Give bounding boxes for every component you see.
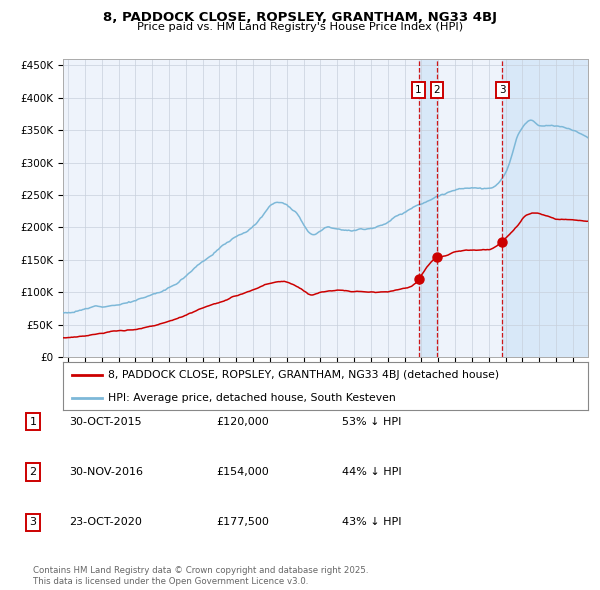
Bar — [502, 59, 588, 357]
Text: £120,000: £120,000 — [216, 417, 269, 427]
Text: 44% ↓ HPI: 44% ↓ HPI — [342, 467, 401, 477]
Text: 8, PADDOCK CLOSE, ROPSLEY, GRANTHAM, NG33 4BJ: 8, PADDOCK CLOSE, ROPSLEY, GRANTHAM, NG3… — [103, 11, 497, 24]
Text: 30-NOV-2016: 30-NOV-2016 — [69, 467, 143, 477]
Text: 2: 2 — [29, 467, 37, 477]
Text: This data is licensed under the Open Government Licence v3.0.: This data is licensed under the Open Gov… — [33, 577, 308, 586]
Text: 8, PADDOCK CLOSE, ROPSLEY, GRANTHAM, NG33 4BJ (detached house): 8, PADDOCK CLOSE, ROPSLEY, GRANTHAM, NG3… — [107, 370, 499, 380]
Text: 1: 1 — [415, 86, 422, 95]
Text: £177,500: £177,500 — [216, 517, 269, 527]
Text: HPI: Average price, detached house, South Kesteven: HPI: Average price, detached house, Sout… — [107, 393, 395, 403]
Text: 2: 2 — [434, 86, 440, 95]
Text: 43% ↓ HPI: 43% ↓ HPI — [342, 517, 401, 527]
Text: 1: 1 — [29, 417, 37, 427]
Text: 23-OCT-2020: 23-OCT-2020 — [69, 517, 142, 527]
Text: 53% ↓ HPI: 53% ↓ HPI — [342, 417, 401, 427]
Text: 3: 3 — [499, 86, 506, 95]
Text: Price paid vs. HM Land Registry's House Price Index (HPI): Price paid vs. HM Land Registry's House … — [137, 22, 463, 32]
Text: Contains HM Land Registry data © Crown copyright and database right 2025.: Contains HM Land Registry data © Crown c… — [33, 566, 368, 575]
Bar — [419, 59, 437, 357]
Text: 3: 3 — [29, 517, 37, 527]
Text: £154,000: £154,000 — [216, 467, 269, 477]
Text: 30-OCT-2015: 30-OCT-2015 — [69, 417, 142, 427]
